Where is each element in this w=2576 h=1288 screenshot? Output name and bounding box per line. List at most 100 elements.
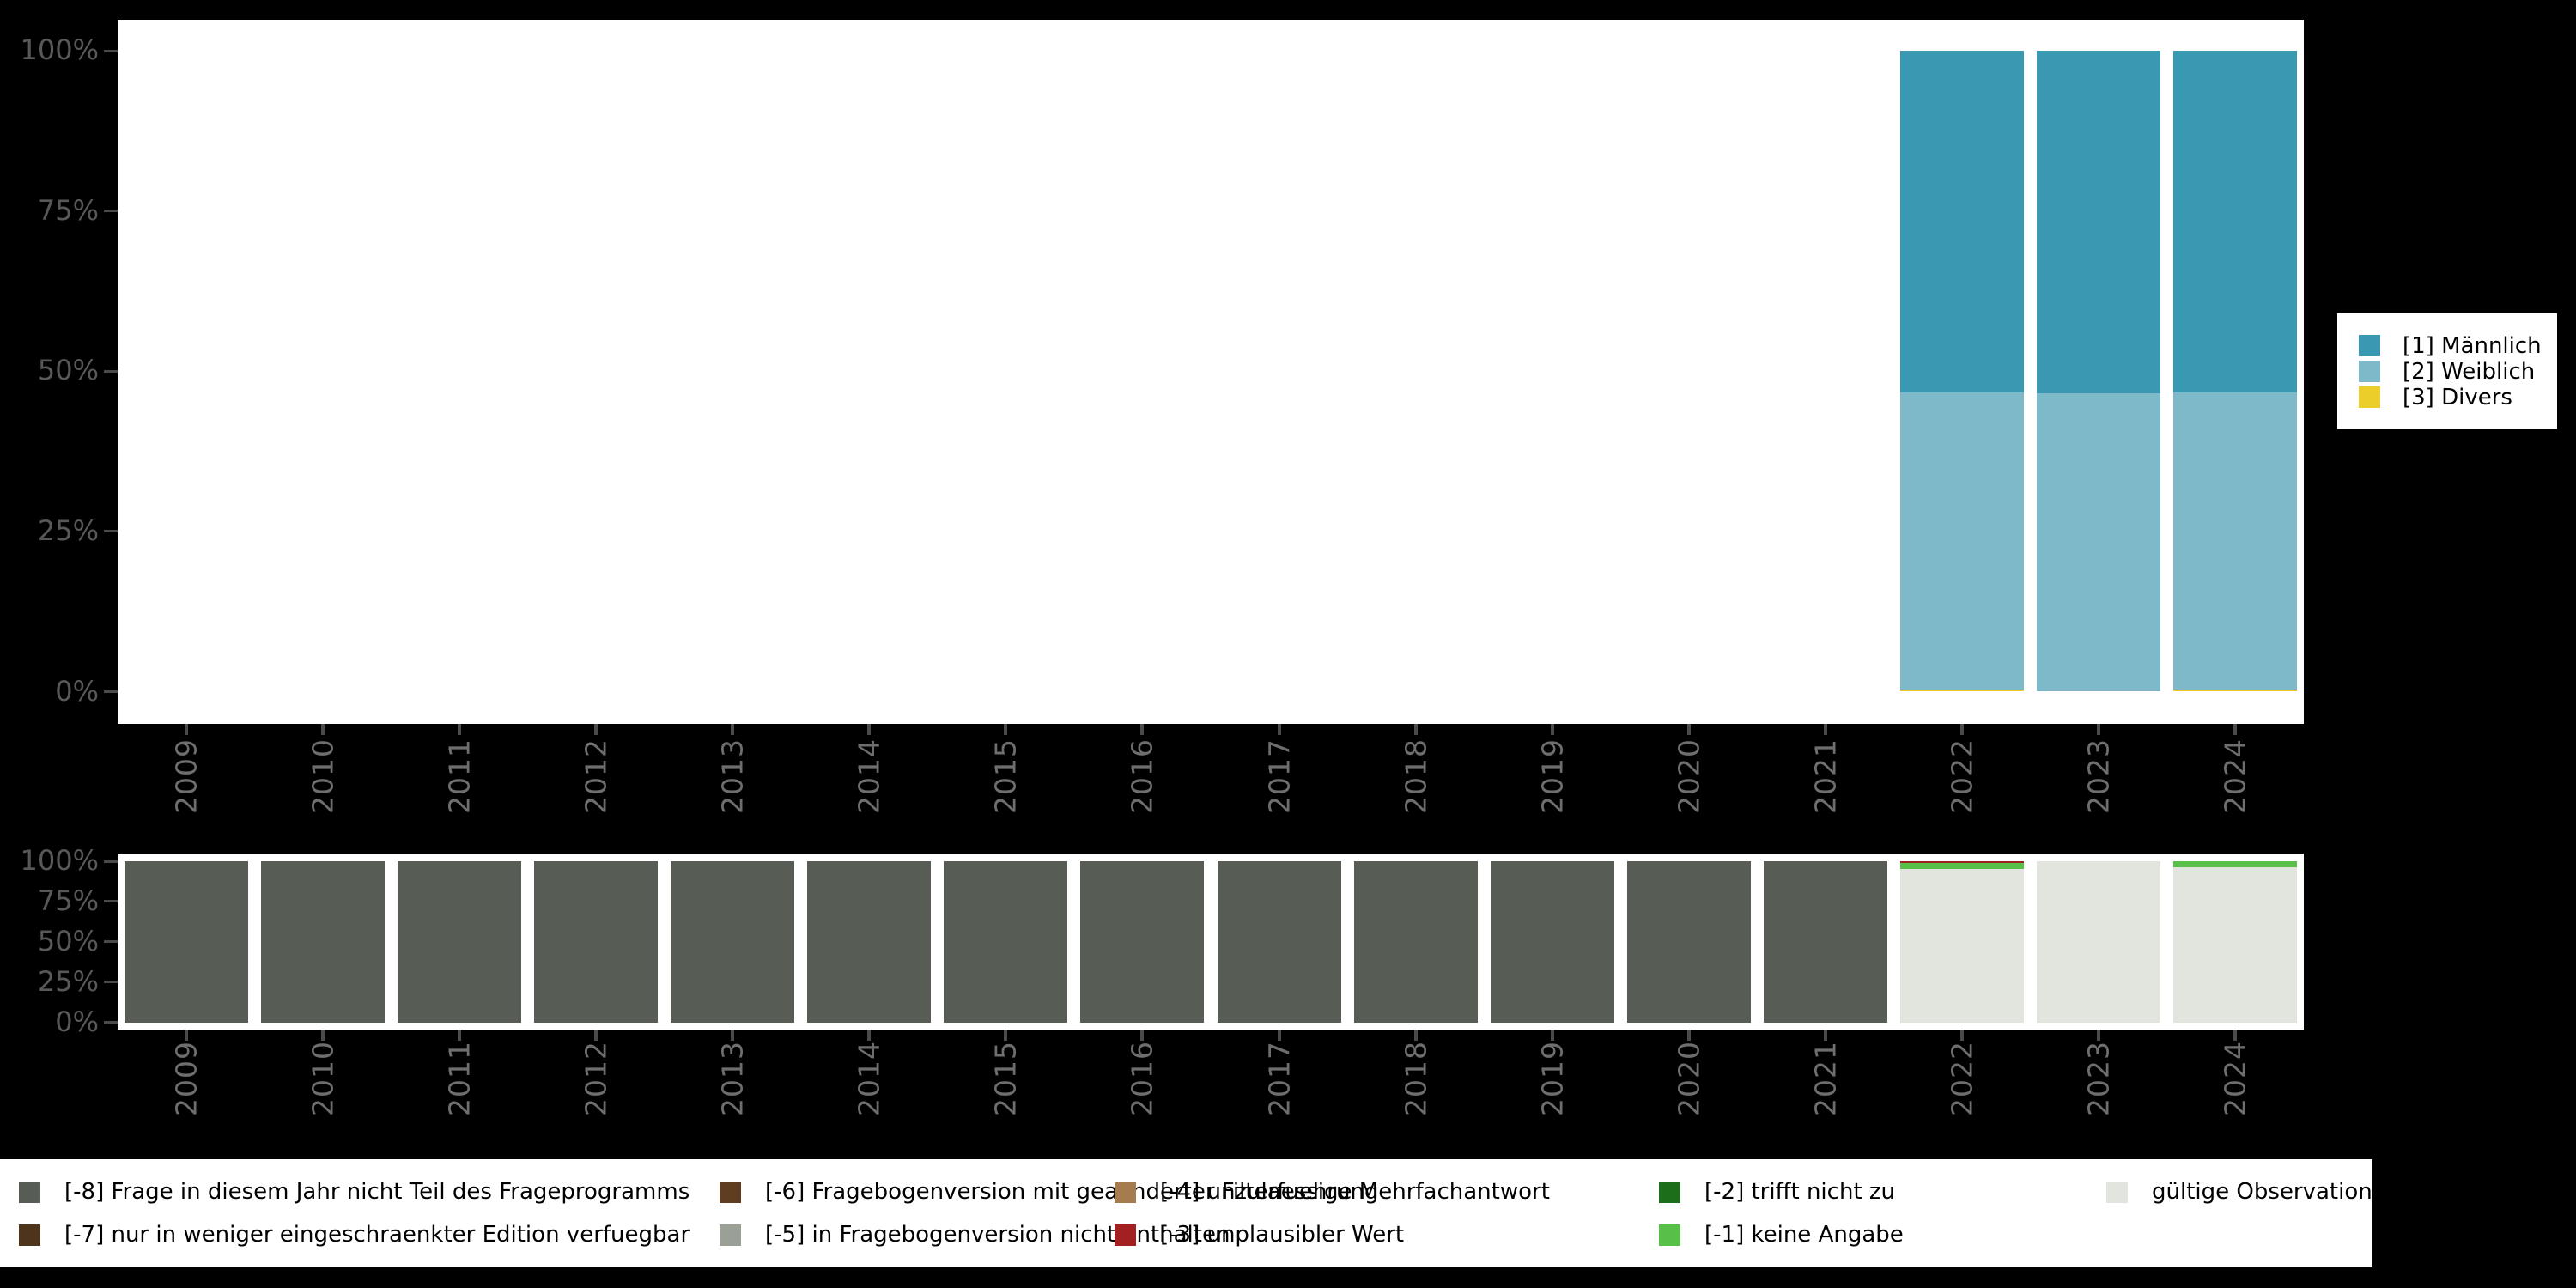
- legend-item: [-1] keine Angabe: [1659, 1215, 1904, 1255]
- missing-plot-area: [118, 854, 2304, 1030]
- x-tick-label-2015: 2015: [988, 738, 1023, 814]
- bar-2023: [2037, 51, 2161, 692]
- x-tick-label-2023: 2023: [2081, 1041, 2116, 1116]
- x-tick-mark: [867, 724, 872, 735]
- bar-2013: [671, 861, 795, 1023]
- x-tick-label-2010: 2010: [306, 1041, 340, 1116]
- legend-swatch: [2106, 1181, 2128, 1203]
- x-tick-mark: [1004, 1030, 1008, 1041]
- x-tick-mark: [2233, 1030, 2238, 1041]
- y-tick-label: 0%: [55, 674, 99, 708]
- y-tick-label: 75%: [37, 193, 99, 227]
- y-tick-mark: [104, 1021, 118, 1024]
- x-tick-mark: [731, 1030, 735, 1041]
- bar-segment: [2173, 51, 2298, 392]
- y-tick-mark: [104, 530, 118, 533]
- legend-item: [-5] in Fragebogenversion nicht enthalte…: [720, 1215, 1230, 1255]
- legend-swatch: [2359, 386, 2380, 408]
- bar-segment: [807, 861, 932, 1023]
- bar-segment: [124, 861, 248, 1023]
- x-tick-mark: [184, 724, 188, 735]
- x-tick-label-2011: 2011: [442, 738, 477, 814]
- y-tick-label: 100%: [20, 844, 99, 878]
- legend-label: [1] Männlich: [2403, 332, 2542, 359]
- legend-item: [3] Divers: [2359, 385, 2557, 410]
- x-tick-mark: [2097, 1030, 2101, 1041]
- legend-swatch: [19, 1224, 40, 1246]
- x-tick-mark: [320, 724, 325, 735]
- bar-segment: [2037, 51, 2161, 394]
- x-tick-label-2019: 2019: [1535, 738, 1570, 814]
- x-tick-mark: [2097, 724, 2101, 735]
- x-tick-mark: [1686, 1030, 1691, 1041]
- legend-label: [3] Divers: [2403, 384, 2512, 410]
- x-tick-label-2010: 2010: [306, 738, 340, 814]
- x-tick-label-2024: 2024: [2218, 738, 2252, 814]
- bar-segment: [1900, 392, 2025, 690]
- legend-label: [2] Weiblich: [2403, 358, 2536, 385]
- x-tick-label-2016: 2016: [1125, 738, 1159, 814]
- x-tick-label-2021: 2021: [1808, 738, 1843, 814]
- x-tick-label-2017: 2017: [1262, 1041, 1297, 1116]
- legend-label: [-5] in Fragebogenversion nicht enthalte…: [765, 1222, 1230, 1248]
- x-tick-label-2011: 2011: [442, 1041, 477, 1116]
- x-tick-mark: [1550, 724, 1554, 735]
- legend-item: [2] Weiblich: [2359, 359, 2557, 385]
- bar-segment: [397, 861, 521, 1023]
- legend-label: [-3] unplausibler Wert: [1160, 1222, 1405, 1248]
- bar-segment: [1080, 861, 1205, 1023]
- x-tick-label-2020: 2020: [1672, 1041, 1706, 1116]
- bar-2024: [2173, 861, 2298, 1023]
- bar-2015: [944, 861, 1068, 1023]
- bar-segment: [1626, 861, 1751, 1023]
- bar-segment: [2037, 393, 2161, 692]
- legend-swatch: [2359, 361, 2380, 382]
- x-tick-mark: [1824, 1030, 1828, 1041]
- bar-segment: [1900, 51, 2025, 392]
- bar-segment: [2173, 690, 2298, 692]
- y-tick-label: 100%: [20, 33, 99, 67]
- x-tick-label-2015: 2015: [988, 1041, 1023, 1116]
- x-tick-mark: [2233, 724, 2238, 735]
- legend-item: [-6] Fragebogenversion mit geaenderter F…: [720, 1172, 1378, 1212]
- gender-bar-zone: [118, 51, 2304, 692]
- bar-segment: [1217, 861, 1341, 1023]
- legend-item: [-8] Frage in diesem Jahr nicht Teil des…: [19, 1172, 690, 1212]
- x-tick-mark: [593, 724, 598, 735]
- x-tick-label-2013: 2013: [715, 1041, 750, 1116]
- missing-values-legend: [-8] Frage in diesem Jahr nicht Teil des…: [0, 1159, 2400, 1267]
- x-tick-mark: [1277, 724, 1281, 735]
- bar-2021: [1764, 861, 1888, 1023]
- bar-segment: [1764, 861, 1888, 1023]
- bar-segment: [944, 861, 1068, 1023]
- y-tick-label: 25%: [37, 514, 99, 548]
- y-tick-mark: [104, 981, 118, 984]
- x-tick-mark: [1277, 1030, 1281, 1041]
- x-tick-label-2018: 2018: [1399, 1041, 1433, 1116]
- bar-2019: [1490, 861, 1614, 1023]
- x-tick-mark: [1140, 1030, 1145, 1041]
- x-tick-mark: [1550, 1030, 1554, 1041]
- x-tick-label-2022: 2022: [1945, 1041, 1979, 1116]
- bar-segment: [1353, 861, 1478, 1023]
- legend-label: [-8] Frage in diesem Jahr nicht Teil des…: [64, 1179, 690, 1205]
- legend-item: [-3] unplausibler Wert: [1115, 1215, 1404, 1255]
- x-tick-label-2009: 2009: [169, 738, 204, 814]
- x-tick-mark: [593, 1030, 598, 1041]
- bar-segment: [1900, 690, 2025, 692]
- bar-2017: [1217, 861, 1341, 1023]
- legend-item: [-4] unzulaessige Mehrfachantwort: [1115, 1172, 1550, 1212]
- legend-swatch: [720, 1181, 741, 1203]
- legend-item: [-7] nur in weniger eingeschraenkter Edi…: [19, 1215, 690, 1255]
- legend-swatch: [2359, 335, 2380, 356]
- bar-2014: [807, 861, 932, 1023]
- legend-label: [-7] nur in weniger eingeschraenkter Edi…: [64, 1222, 690, 1248]
- bar-segment: [2173, 392, 2298, 690]
- legend-label: [-6] Fragebogenversion mit geaenderter F…: [765, 1179, 1379, 1205]
- legend-swatch: [1659, 1224, 1680, 1246]
- y-tick-label: 0%: [55, 1005, 99, 1038]
- x-tick-label-2022: 2022: [1945, 738, 1979, 814]
- x-tick-label-2024: 2024: [2218, 1041, 2252, 1116]
- y-tick-mark: [104, 49, 118, 52]
